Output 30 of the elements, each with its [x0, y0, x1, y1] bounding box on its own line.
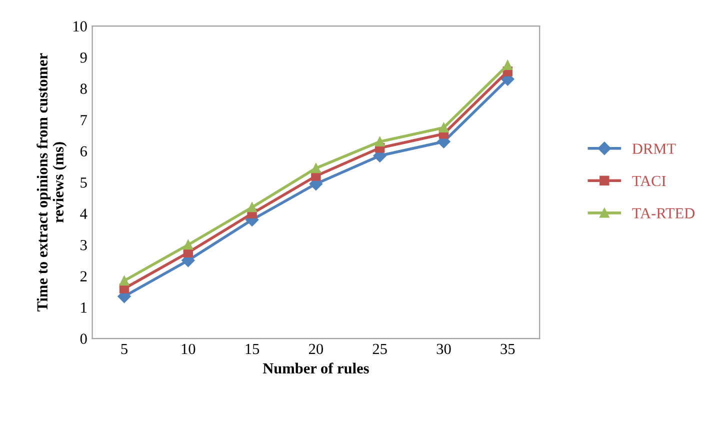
x-tick-label: 15	[246, 344, 260, 354]
y-tick-label: 8	[80, 84, 87, 94]
y-tick-label: 2	[80, 271, 87, 282]
x-tick-label: 25	[372, 344, 387, 354]
y-tick-label: 4	[80, 208, 88, 219]
x-axis-title: Number of rules	[262, 362, 369, 374]
point	[247, 202, 257, 212]
y-tick-label: 10	[74, 21, 87, 32]
point	[438, 122, 449, 132]
y-tick-label: 9	[80, 52, 87, 63]
x-tick-label: 5	[121, 344, 128, 354]
y-tick-label: 0	[80, 334, 87, 344]
point	[374, 136, 385, 147]
y-tick-label: 3	[80, 240, 87, 250]
x-tick-label: 10	[182, 344, 196, 354]
y-tick-label: 6	[80, 146, 87, 156]
legend-label: DRMT	[632, 144, 676, 154]
point	[183, 240, 194, 250]
x-tick-label: 30	[436, 344, 451, 354]
y-tick-label: 7	[80, 115, 87, 126]
legend-label: TA-RTED	[632, 208, 695, 218]
x-tick-label: 20	[308, 344, 324, 354]
point	[119, 276, 130, 286]
legend-label: TACI	[632, 176, 666, 186]
point	[311, 163, 321, 174]
y-tick-label: 1	[81, 302, 87, 313]
x-tick-label: 35	[500, 344, 515, 354]
y-axis-title: Time to extract opinions from customer reviews (ms)	[36, 53, 67, 312]
point	[502, 60, 513, 70]
y-tick-label: 5	[80, 178, 87, 188]
